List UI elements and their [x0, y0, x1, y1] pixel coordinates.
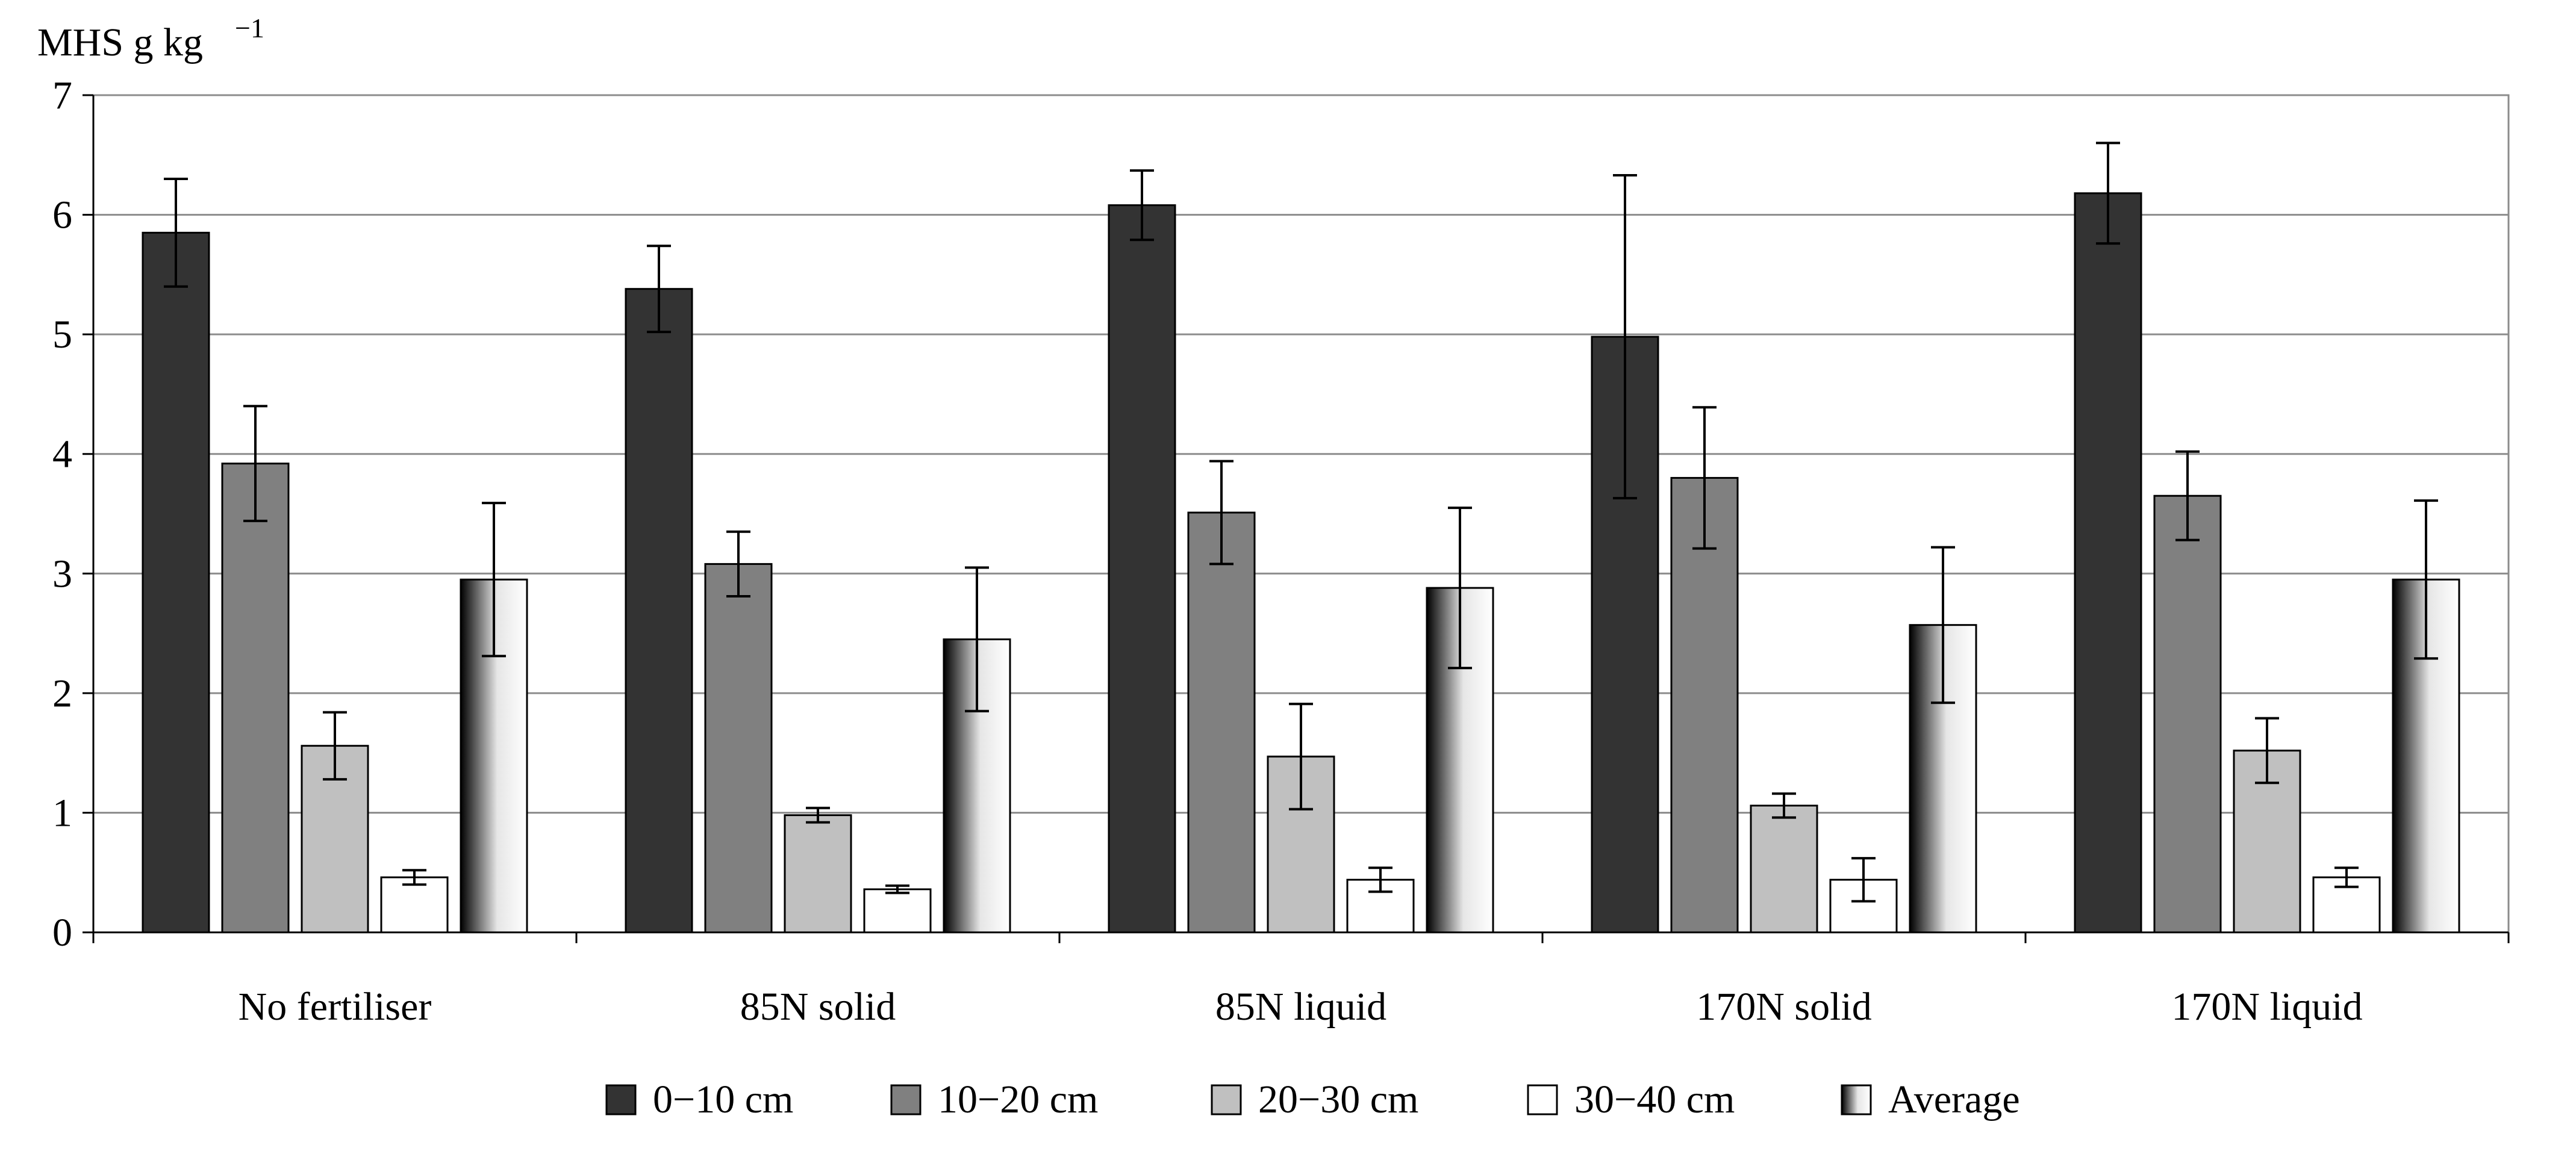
- y-tick-label: 3: [52, 552, 72, 596]
- y-axis-title: MHS g kg: [37, 20, 203, 64]
- x-tick-label: 85N solid: [740, 985, 896, 1029]
- bar: [863, 888, 932, 934]
- bar: [625, 288, 693, 934]
- x-tick-label: No fertiliser: [239, 985, 432, 1029]
- x-tick-label: 85N liquid: [1215, 985, 1386, 1029]
- legend-label: 20−30 cm: [1258, 1078, 1418, 1121]
- bar: [2074, 192, 2142, 934]
- y-tick-label: 0: [52, 911, 72, 955]
- bar: [380, 876, 449, 934]
- bar: [1187, 511, 1256, 934]
- y-axis-title-superscript: −1: [235, 13, 264, 43]
- legend-label: 0−10 cm: [653, 1078, 793, 1121]
- legend-label: 10−20 cm: [938, 1078, 1098, 1121]
- bar: [1108, 204, 1176, 934]
- legend-swatch: [1211, 1084, 1242, 1115]
- legend-swatch: [1527, 1084, 1558, 1115]
- bar: [221, 463, 290, 934]
- y-tick-label: 2: [52, 672, 72, 716]
- legend-label: Average: [1888, 1078, 2020, 1121]
- legend-swatch: [890, 1084, 922, 1115]
- legend-swatch: [1841, 1084, 1872, 1115]
- x-tick-label: 170N liquid: [2171, 985, 2362, 1029]
- bar: [2153, 494, 2222, 934]
- bar: [784, 814, 852, 934]
- y-tick-label: 1: [52, 791, 72, 835]
- bar: [704, 563, 773, 934]
- x-tick-label: 170N solid: [1696, 985, 1872, 1029]
- y-tick-label: 5: [52, 313, 72, 357]
- y-tick-label: 4: [52, 432, 72, 476]
- bar: [142, 231, 210, 934]
- legend-swatch: [605, 1084, 637, 1115]
- legend-label: 30−40 cm: [1574, 1078, 1735, 1121]
- bar: [1750, 805, 1818, 934]
- y-tick-label: 6: [52, 193, 72, 237]
- y-tick-label: 7: [52, 73, 72, 117]
